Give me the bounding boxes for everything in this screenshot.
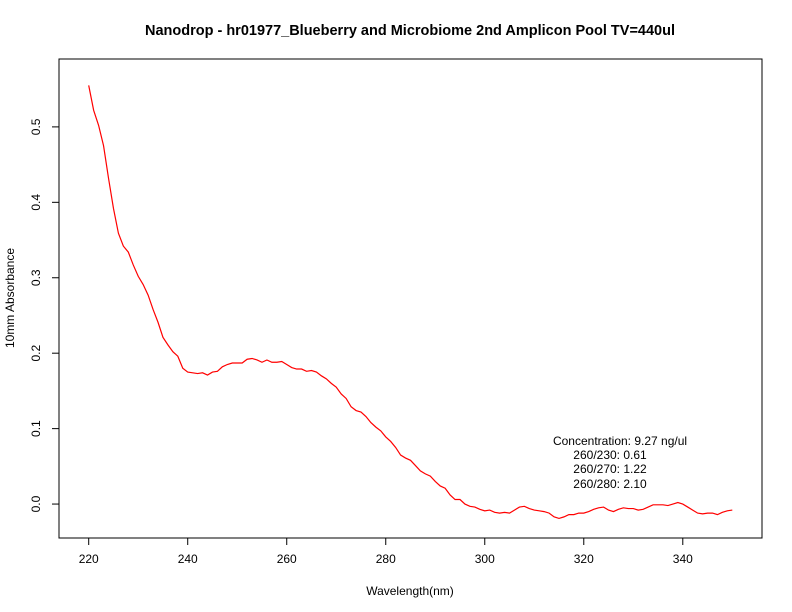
y-tick-label: 0.0 [29, 495, 43, 512]
x-tick-label: 260 [277, 552, 297, 566]
x-axis-label: Wavelength(nm) [366, 584, 454, 598]
chart-title: Nanodrop - hr01977_Blueberry and Microbi… [145, 23, 675, 39]
y-axis-label: 10mm Absorbance [3, 248, 17, 348]
annotation-260-280: 260/280: 2.10 [573, 477, 647, 491]
x-tick-label: 300 [475, 552, 495, 566]
x-tick-label: 320 [574, 552, 594, 566]
y-tick-label: 0.2 [29, 345, 43, 362]
summary-annotations: Concentration: 9.27 ng/ul 260/230: 0.61 … [553, 434, 687, 491]
x-tick-label: 240 [178, 552, 198, 566]
x-tick-label: 340 [673, 552, 693, 566]
annotation-260-230: 260/230: 0.61 [573, 448, 647, 462]
x-tick-label: 280 [376, 552, 396, 566]
x-tick-label: 220 [79, 552, 99, 566]
plot-frame [58, 58, 763, 539]
absorbance-series-line [88, 85, 733, 520]
x-axis: 220 240 260 280 300 320 340 [79, 538, 693, 566]
y-axis: 0.0 0.1 0.2 0.3 0.4 0.5 [29, 118, 59, 512]
y-tick-label: 0.1 [29, 420, 43, 437]
y-tick-label: 0.5 [29, 118, 43, 135]
y-tick-label: 0.3 [29, 269, 43, 286]
annotation-concentration: Concentration: 9.27 ng/ul [553, 434, 687, 448]
annotation-260-270: 260/270: 1.22 [573, 462, 647, 476]
y-tick-label: 0.4 [29, 194, 43, 211]
